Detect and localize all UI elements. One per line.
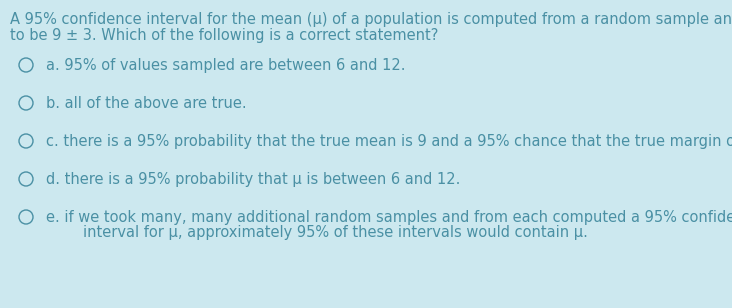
Circle shape — [19, 58, 33, 72]
Text: interval for μ, approximately 95% of these intervals would contain μ.: interval for μ, approximately 95% of the… — [46, 225, 588, 240]
Circle shape — [19, 172, 33, 186]
Text: to be 9 ± 3. Which of the following is a correct statement?: to be 9 ± 3. Which of the following is a… — [10, 28, 438, 43]
Circle shape — [19, 134, 33, 148]
Text: e. if we took many, many additional random samples and from each computed a 95% : e. if we took many, many additional rand… — [46, 210, 732, 225]
Circle shape — [19, 96, 33, 110]
Text: a. 95% of values sampled are between 6 and 12.: a. 95% of values sampled are between 6 a… — [46, 58, 406, 73]
Circle shape — [19, 210, 33, 224]
Text: d. there is a 95% probability that μ is between 6 and 12.: d. there is a 95% probability that μ is … — [46, 172, 460, 187]
Text: A 95% confidence interval for the mean (μ) of a population is computed from a ra: A 95% confidence interval for the mean (… — [10, 12, 732, 27]
Text: c. there is a 95% probability that the true mean is 9 and a 95% chance that the : c. there is a 95% probability that the t… — [46, 134, 732, 149]
Text: b. all of the above are true.: b. all of the above are true. — [46, 96, 247, 111]
